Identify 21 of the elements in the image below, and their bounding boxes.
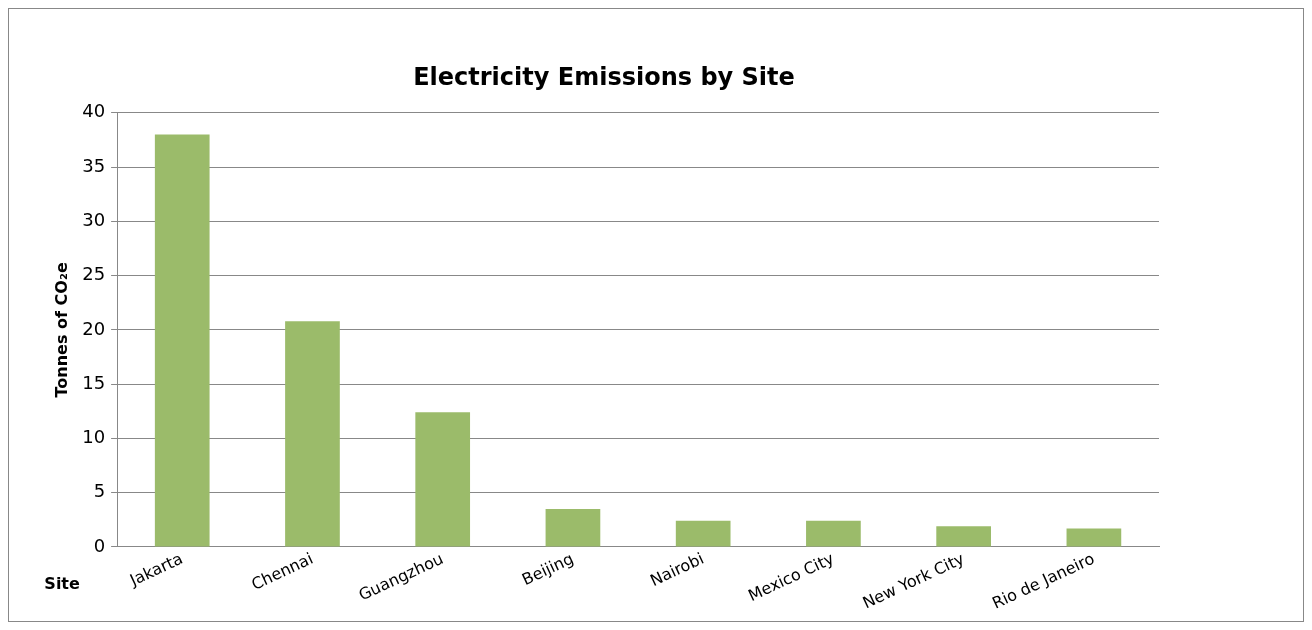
bar	[415, 412, 471, 547]
chart-title: Electricity Emissions by Site	[413, 62, 795, 91]
bar	[545, 508, 601, 547]
y-axis-title: Tonnes of CO₂e	[51, 262, 71, 398]
bar	[154, 134, 210, 547]
y-tick-label: 15	[82, 371, 106, 393]
y-tick-label: 40	[82, 100, 106, 122]
bar	[675, 520, 731, 547]
bar	[1066, 528, 1122, 547]
bar	[285, 321, 340, 547]
y-tick-label: 20	[82, 317, 106, 339]
y-tick-label: 30	[82, 209, 106, 230]
y-tick-label: 5	[93, 480, 106, 502]
y-tick-label: 25	[82, 263, 106, 285]
y-tick-label: 0	[93, 534, 106, 556]
bar	[936, 526, 991, 547]
bar	[806, 520, 861, 547]
x-axis-title: Site	[44, 574, 80, 594]
x-tick-label: New York City	[859, 548, 968, 613]
y-tick-label: 35	[82, 154, 106, 176]
y-tick-label: 10	[82, 426, 106, 448]
